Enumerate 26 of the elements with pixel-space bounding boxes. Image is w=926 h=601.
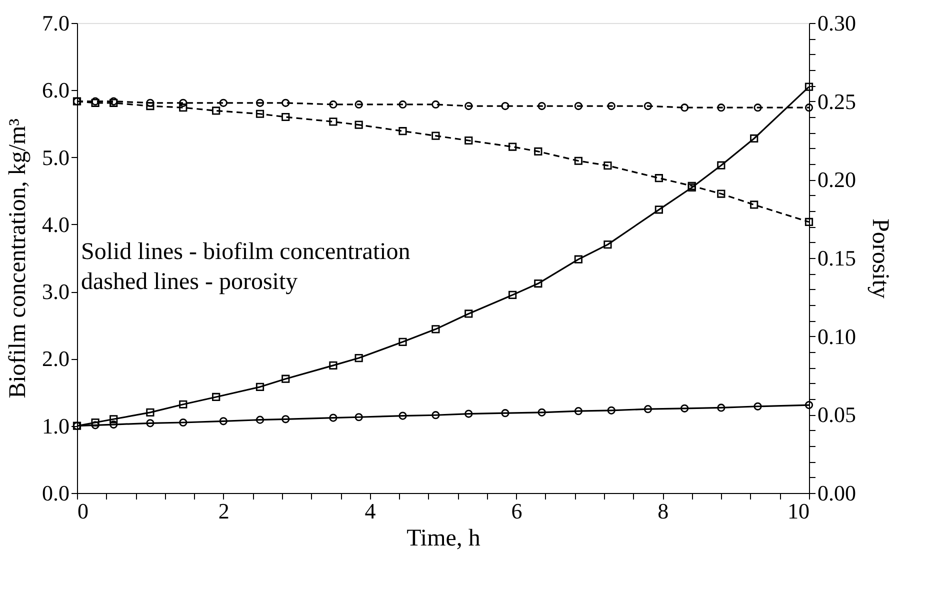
- x-tick-label: 10: [788, 498, 810, 524]
- annotation: Solid lines - biofilm concentration: [81, 239, 410, 265]
- y-tick-label: 6.0: [42, 78, 70, 103]
- x-tick-label: 4: [364, 498, 376, 524]
- y-tick-label: 4.0: [42, 212, 70, 237]
- y2-tick-label: 0.10: [818, 324, 856, 349]
- y2-tick-label: 0.25: [818, 88, 856, 114]
- y-tick-label: 0.0: [42, 480, 70, 506]
- x-tick-label: 2: [218, 498, 230, 524]
- y-axis-title: Biofilm concentration, kg/m³: [5, 118, 31, 398]
- y2-tick-label: 0.00: [818, 480, 856, 506]
- y2-tick-label: 0.30: [818, 10, 856, 36]
- y2-tick-label: 0.15: [818, 246, 856, 270]
- y2-tick-label: 0.20: [818, 167, 856, 192]
- y2-tick-label: 0.05: [818, 402, 856, 428]
- x-tick-label: 0: [78, 498, 88, 524]
- y-tick-label: 5.0: [42, 144, 70, 170]
- y-tick-label: 3.0: [42, 279, 70, 304]
- x-tick-label: 8: [658, 498, 669, 524]
- y2-axis-title: Porosity: [867, 218, 893, 299]
- y-tick-label: 1.0: [42, 413, 70, 438]
- y-tick-label: 2.0: [42, 346, 70, 372]
- annotation: dashed lines - porosity: [81, 269, 298, 295]
- x-axis-title: Time, h: [406, 526, 480, 552]
- y-tick-label: 7.0: [42, 10, 70, 36]
- x-tick-label: 6: [511, 498, 522, 524]
